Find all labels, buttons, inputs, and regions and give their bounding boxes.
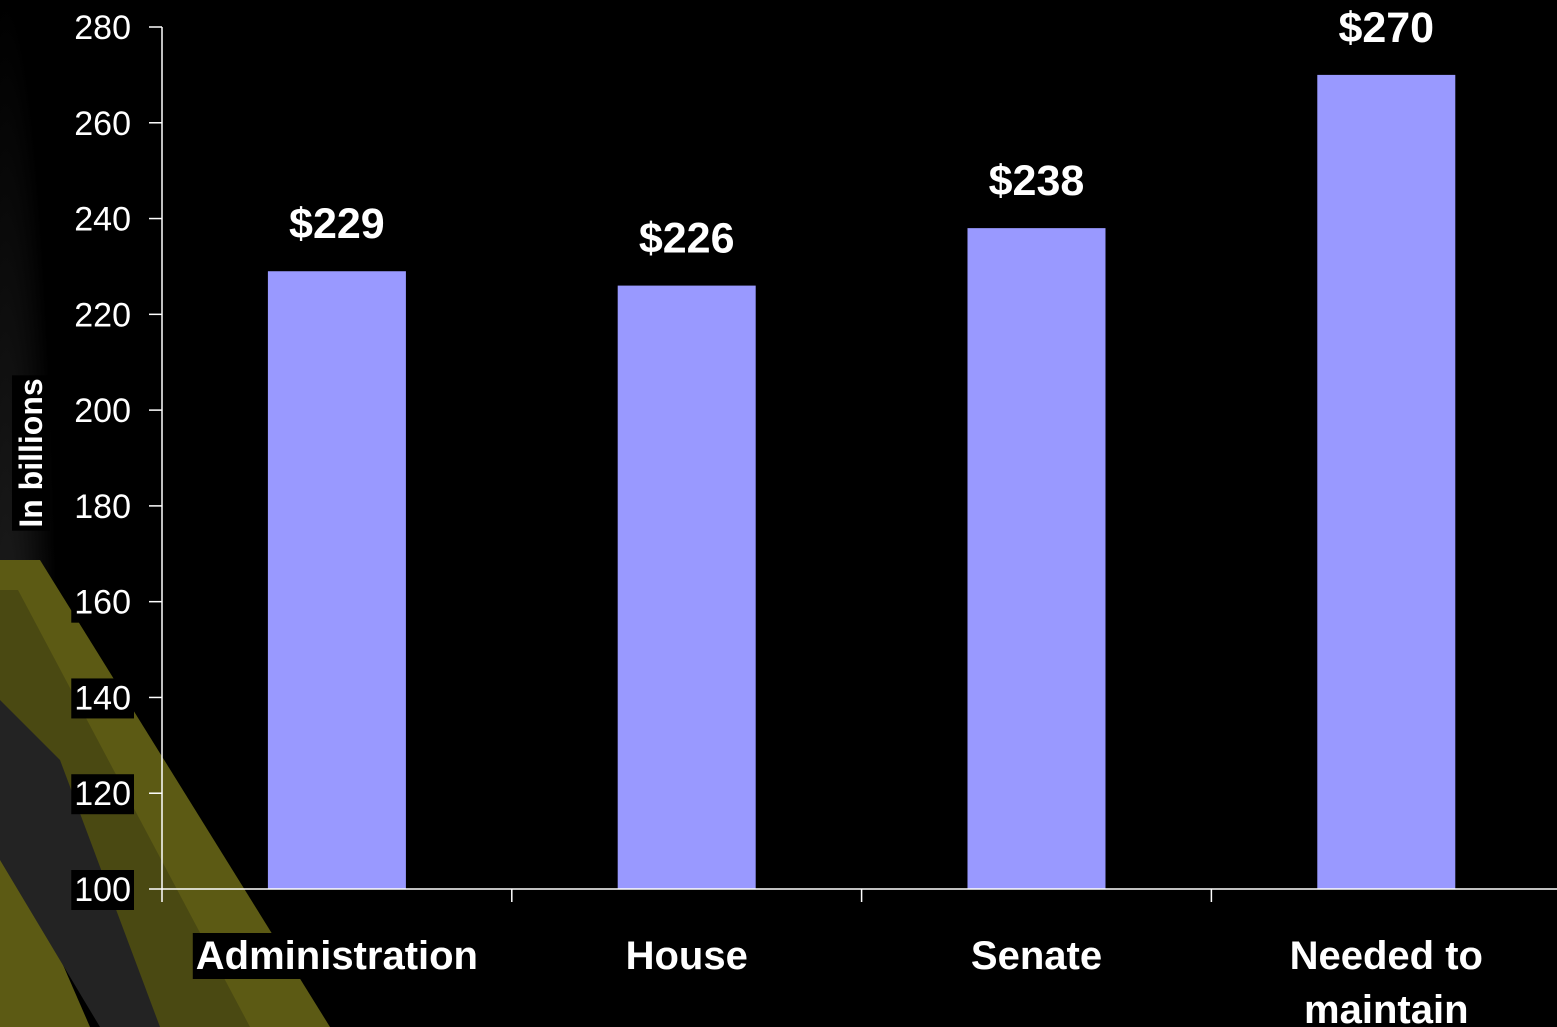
y-tick-label-group: 200 xyxy=(71,391,134,432)
category-label: Needed to xyxy=(1290,934,1483,978)
data-label-backdrop xyxy=(985,156,1088,207)
y-axis-title-backdrop xyxy=(12,375,50,531)
data-label: $226 xyxy=(639,215,735,263)
y-tick-label-backdrop xyxy=(71,391,134,432)
y-tick-label: 260 xyxy=(74,105,131,143)
y-tick-label: 120 xyxy=(74,775,131,813)
y-tick-label-group: 240 xyxy=(71,199,134,240)
category-label-backdrop xyxy=(1286,933,1486,979)
category-label: House xyxy=(626,934,748,978)
data-label-group: $238 xyxy=(985,156,1088,207)
y-tick-label-group: 180 xyxy=(71,486,134,527)
bar-administration xyxy=(267,271,406,889)
y-axis-title-group: In billions xyxy=(12,375,50,531)
y-tick-label-group: 280 xyxy=(71,8,134,48)
category-label: Administration xyxy=(196,934,478,978)
plot-area: $229 Administration $226 House $238 Senate $27… xyxy=(12,2,1557,1027)
y-tick-label: 280 xyxy=(74,9,131,47)
data-label-backdrop xyxy=(635,213,738,264)
y-tick-label: 160 xyxy=(74,584,131,622)
y-tick-label: 100 xyxy=(74,871,131,909)
y-tick-label-backdrop xyxy=(71,582,134,623)
category-label-backdrop xyxy=(967,933,1106,979)
data-label-backdrop xyxy=(1335,2,1438,53)
category-label-group: Administration xyxy=(192,933,482,979)
y-axis-title: In billions xyxy=(13,378,49,527)
y-tick-label-group: 120 xyxy=(71,774,134,815)
y-tick-label-backdrop xyxy=(71,870,134,910)
y-tick-label-group: 260 xyxy=(71,103,134,144)
data-label: $229 xyxy=(289,200,385,248)
data-label-group: $229 xyxy=(286,199,388,250)
category-label-group: maintain xyxy=(1301,987,1472,1027)
y-tick-label-backdrop xyxy=(71,678,134,719)
data-label: $238 xyxy=(989,157,1085,205)
y-tick-label-group: 140 xyxy=(71,678,134,719)
category-label-backdrop xyxy=(1301,987,1472,1027)
y-tick-label-backdrop xyxy=(71,774,134,815)
category-label-group: House xyxy=(622,933,751,979)
category-label: maintain xyxy=(1304,988,1468,1027)
bar-house xyxy=(617,285,756,890)
y-tick-label-group: 100 xyxy=(71,870,134,910)
data-label-group: $270 xyxy=(1335,2,1438,53)
category-label-backdrop xyxy=(622,933,751,979)
y-tick-label-backdrop xyxy=(71,199,134,240)
y-tick-label-backdrop xyxy=(71,486,134,527)
y-tick-label-group: 160 xyxy=(71,582,134,623)
y-tick-label: 240 xyxy=(74,201,131,239)
category-label-backdrop xyxy=(192,933,482,979)
data-label-backdrop xyxy=(286,199,388,250)
y-tick-label: 140 xyxy=(74,679,131,717)
category-label-group: Needed to xyxy=(1286,933,1486,979)
data-label-group: $226 xyxy=(635,213,738,264)
y-tick-label-backdrop xyxy=(71,295,134,336)
y-tick-label: 180 xyxy=(74,488,131,526)
y-tick-label-backdrop xyxy=(71,8,134,48)
data-label: $270 xyxy=(1338,4,1434,52)
y-tick-label-group: 220 xyxy=(71,295,134,336)
y-tick-label-backdrop xyxy=(71,103,134,144)
road-lane xyxy=(0,700,160,1027)
category-label-group: Senate xyxy=(967,933,1106,979)
category-label: Senate xyxy=(971,934,1102,978)
bar-senate xyxy=(967,228,1106,890)
road-stripe-upper xyxy=(0,560,330,1027)
bar-needed-to-maintain xyxy=(1317,74,1456,889)
y-tick-label: 220 xyxy=(74,296,131,334)
y-tick-label: 200 xyxy=(74,392,131,430)
